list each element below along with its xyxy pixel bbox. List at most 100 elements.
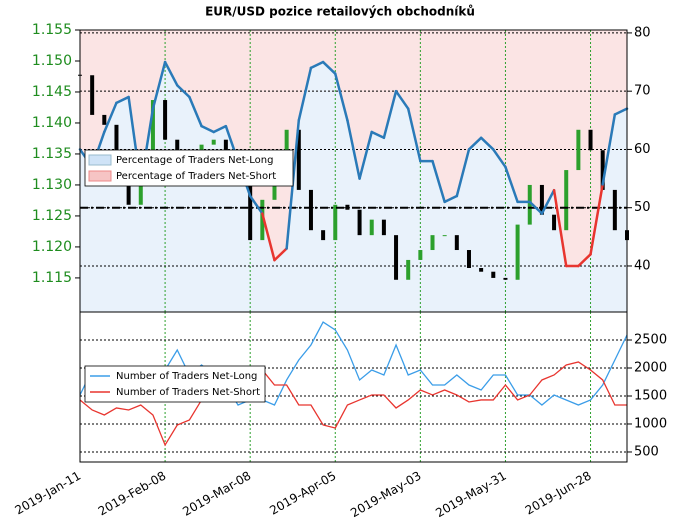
y2-tick-label: 70 [634,84,651,99]
y-tick-label: 500 [634,444,659,459]
y-tick-label: 1.150 [32,53,72,69]
net-long-line [504,165,519,204]
candle [466,250,471,268]
x-tick-label: 2019-Jun-28 [523,469,594,518]
y2-tick-label: 60 [634,142,651,157]
net-long-line [103,101,118,134]
net-long-line [212,124,228,134]
candle [515,224,520,280]
candle [357,209,362,236]
y-tick-label: 1.130 [32,177,72,193]
y2-tick-label: 80 [634,25,651,40]
candle [442,235,447,237]
net-long-line [370,130,386,140]
net-long-line [200,124,215,134]
candle [454,235,459,251]
net-long-line [188,95,203,128]
candle [296,129,301,190]
x-tick-label: 2019-Mar-08 [180,469,253,519]
net-long-line [382,89,398,140]
count-line [79,361,627,447]
legend-box [84,365,266,403]
candle [394,235,399,280]
legend-box [84,149,294,187]
candle [369,219,374,236]
candle [479,267,484,272]
legend-label: Percentage of Traders Net-Short [116,171,276,182]
net-long-line [540,188,556,215]
candle [406,259,411,280]
y-tick-label: 1500 [634,388,667,403]
net-long-line [492,148,507,169]
net-long-line [273,247,288,262]
net-long-line [406,107,422,163]
y-tick-label: 1.115 [32,270,72,286]
net-long-line [552,188,568,268]
plot-frame [79,311,628,463]
candle [564,170,569,231]
legend-label: Number of Traders Net-Short [116,387,260,398]
candle [527,184,532,225]
candle [333,204,338,241]
net-long-line [309,60,325,70]
net-long-line [455,148,471,198]
y-tick-label: 1000 [634,416,667,431]
candle [612,189,617,231]
candle [576,129,581,171]
legend-swatch [88,170,112,182]
y-tick-label: 1.125 [32,208,72,224]
net-long-line [334,72,349,122]
legend-label: Percentage of Traders Net-Long [116,155,274,166]
y-tick-label: 1.155 [32,22,72,38]
candle [552,214,557,231]
y2-tick-label: 40 [634,258,651,273]
net-long-line [613,107,629,116]
candle [150,100,155,151]
candle [248,179,253,241]
net-long-line [528,200,544,215]
net-long-line [358,130,373,180]
candle [381,219,386,236]
net-long-line [394,89,410,110]
net-long-line [321,60,337,75]
candle [600,150,605,190]
chart-title: EUR/USD pozice retailových obchodníků [205,5,475,19]
y2-tick-label: 50 [634,200,651,215]
y-tick-label: 1.135 [32,146,72,162]
candle [503,277,508,280]
candle [211,139,216,145]
net-long-line [151,60,167,110]
candle [588,129,593,151]
net-long-line [431,159,446,204]
candle [163,100,168,140]
candle [260,199,265,241]
y-tick-label: 2000 [634,360,667,375]
net-long-area [80,62,627,312]
candle [90,75,95,115]
candle [418,250,423,260]
candle [308,189,313,231]
candle [491,271,496,278]
net-long-line [261,212,276,262]
net-long-line [479,136,495,151]
candle [430,235,435,251]
legend-label: Number of Traders Net-Long [116,371,257,382]
y-tick-label: 1.145 [32,84,72,100]
net-long-line [346,119,361,180]
count-line [79,321,628,406]
legend-swatch [88,154,112,166]
candle [539,184,544,215]
net-long-line [589,183,604,256]
candle [102,114,107,125]
y-tick-label: 1.120 [32,239,72,255]
x-tick-label: 2019-Apr-05 [267,469,338,518]
net-long-line [443,194,459,204]
candle [114,124,119,161]
candle [321,230,326,241]
net-long-line [248,194,264,215]
candle [223,139,228,156]
net-long-line [175,84,191,99]
x-tick-label: 2019-Feb-08 [96,469,169,519]
net-long-line [115,95,130,105]
